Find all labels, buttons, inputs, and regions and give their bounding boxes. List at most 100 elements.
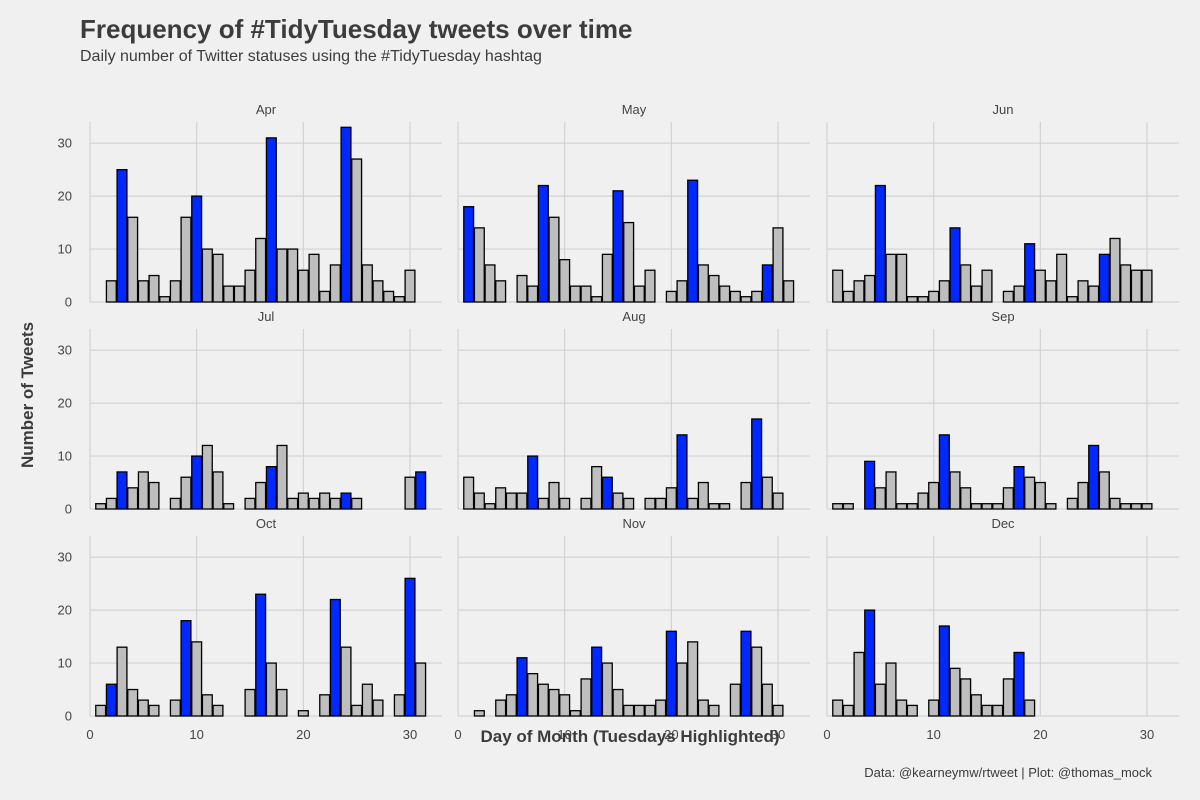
- bar: [148, 481, 160, 510]
- bar: [981, 704, 993, 717]
- bar: [928, 481, 940, 510]
- bar: [276, 248, 288, 303]
- bar: [1098, 471, 1110, 510]
- bar: [527, 285, 539, 303]
- bar: [1077, 280, 1089, 303]
- bar-tuesday: [516, 657, 528, 717]
- bar: [623, 704, 635, 717]
- bar: [201, 444, 213, 510]
- bar: [842, 290, 854, 303]
- bar-tuesday: [874, 184, 886, 303]
- x-tick-label: 0: [823, 727, 830, 742]
- bar: [591, 296, 603, 303]
- bar: [928, 699, 940, 717]
- bar: [1013, 285, 1025, 303]
- bar-tuesday: [191, 195, 203, 303]
- bar: [244, 269, 256, 303]
- bar: [505, 492, 517, 510]
- bar: [885, 471, 897, 510]
- bar: [137, 471, 149, 510]
- x-tick-label: 20: [1033, 727, 1047, 742]
- bar: [580, 497, 592, 510]
- bar: [329, 497, 341, 510]
- bar: [212, 253, 224, 303]
- bar: [676, 280, 688, 303]
- y-tick-label: 30: [58, 550, 72, 565]
- bar: [484, 264, 496, 303]
- bar: [495, 487, 507, 510]
- bar-tuesday: [676, 434, 688, 510]
- bar: [1066, 296, 1078, 303]
- bar: [1141, 269, 1153, 303]
- bar: [751, 290, 763, 303]
- bar: [276, 688, 288, 717]
- bar-tuesday: [527, 455, 539, 510]
- facet-label-aug: Aug: [622, 309, 645, 324]
- bar-tuesday: [329, 598, 341, 717]
- x-tick-label: 0: [86, 727, 93, 742]
- bar-tuesday: [864, 460, 876, 510]
- y-tick-label: 30: [58, 136, 72, 151]
- bar: [719, 285, 731, 303]
- bar: [393, 694, 405, 717]
- bar: [169, 699, 181, 717]
- facet-may: May: [457, 102, 810, 303]
- bar: [351, 158, 363, 303]
- bar: [319, 492, 331, 510]
- bar: [516, 274, 528, 303]
- bar: [212, 471, 224, 510]
- bar: [372, 280, 384, 303]
- bar: [1109, 237, 1121, 303]
- facet-label-sep: Sep: [991, 309, 1014, 324]
- bar: [885, 662, 897, 717]
- bar: [740, 481, 752, 510]
- bar: [1077, 481, 1089, 510]
- bar: [970, 503, 982, 510]
- bar: [655, 497, 667, 510]
- bar: [404, 476, 416, 510]
- bar-tuesday: [340, 126, 352, 303]
- bar: [772, 704, 784, 717]
- bar: [896, 503, 908, 510]
- bar: [559, 694, 571, 717]
- bar: [559, 497, 571, 510]
- bar: [949, 471, 961, 510]
- facet-label-nov: Nov: [622, 516, 646, 531]
- bar: [527, 672, 539, 717]
- bar: [1002, 487, 1014, 510]
- bar-tuesday: [938, 434, 950, 510]
- y-tick-label: 20: [58, 603, 72, 618]
- x-axis-label: Day of Month (Tuesdays Highlighted): [480, 727, 780, 746]
- y-tick-label: 0: [65, 295, 72, 310]
- bar: [906, 296, 918, 303]
- facet-sep: Sep: [826, 309, 1179, 510]
- bar: [95, 503, 107, 510]
- bar: [1088, 285, 1100, 303]
- bar: [233, 285, 245, 303]
- facet-label-oct: Oct: [256, 516, 277, 531]
- bar: [612, 688, 624, 717]
- x-tick-label: 30: [1140, 727, 1154, 742]
- bar: [832, 699, 844, 717]
- bar: [137, 699, 149, 717]
- bar: [127, 216, 139, 303]
- bar: [287, 248, 299, 303]
- bar: [473, 710, 485, 717]
- bar: [569, 710, 581, 717]
- bar: [169, 280, 181, 303]
- bar: [548, 216, 560, 303]
- bar: [559, 258, 571, 303]
- bar: [265, 662, 277, 717]
- bar: [719, 503, 731, 510]
- bar-tuesday: [1098, 253, 1110, 303]
- x-tick-label: 10: [189, 727, 203, 742]
- bar: [906, 704, 918, 717]
- bar-tuesday: [687, 179, 699, 303]
- y-tick-label: 10: [58, 656, 72, 671]
- bar: [853, 280, 865, 303]
- bar: [751, 646, 763, 717]
- bar-tuesday: [1013, 465, 1025, 510]
- facet-jul: Jul 0 10 20 30: [58, 309, 442, 517]
- bar: [992, 503, 1004, 510]
- bar: [772, 227, 784, 303]
